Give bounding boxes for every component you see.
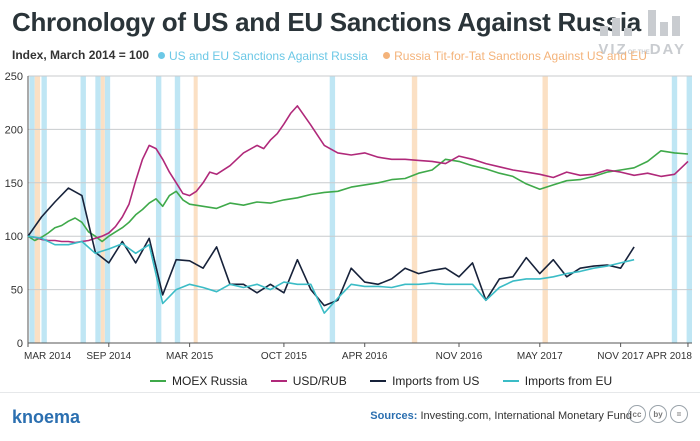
y-tick-label: 50 <box>11 285 23 297</box>
sources-label: Sources: <box>370 410 418 422</box>
y-tick-label: 250 <box>5 71 23 83</box>
us-eu-sanction-band <box>41 76 47 343</box>
x-tick-label: MAR 2015 <box>166 351 214 362</box>
creative-commons-icon: cc <box>628 405 646 423</box>
line-chart: 0 50 100 150 200 250 MAR 2014 SEP 2014 MAR 2015… <box>5 71 693 362</box>
attribution-icon: by <box>649 405 667 423</box>
us-eu-sanction-band <box>104 76 111 343</box>
us-eu-sanction-band <box>29 76 35 343</box>
sanctions-legend: US and EU Sanctions Against Russia Russi… <box>158 48 659 63</box>
us-eu-sanction-band <box>155 76 162 343</box>
legend-swatch-imports-us <box>370 380 387 382</box>
legend-label-imports-eu: Imports from EU <box>524 374 613 388</box>
legend-label-moex: MOEX Russia <box>172 374 248 388</box>
x-tick-label: APR 2018 <box>646 351 692 362</box>
legend-swatch-imports-eu <box>502 380 519 382</box>
x-tick-label: MAY 2017 <box>517 351 563 362</box>
x-tick-label: NOV 2016 <box>436 351 483 362</box>
chart-title: Chronology of US and EU Sanctions Agains… <box>12 7 641 37</box>
legend-item-imports-us: Imports from US <box>370 374 479 388</box>
y-tick-label: 200 <box>5 124 23 136</box>
series-line-usd-rub <box>27 105 689 244</box>
viz-logo-wordmark: VIZOF THEDAY <box>598 41 686 58</box>
series-line-imports-from-eu <box>27 235 635 314</box>
russia-sanction-band <box>100 76 105 343</box>
y-tick-label: 0 <box>17 338 23 350</box>
x-tick-label: SEP 2014 <box>86 351 131 362</box>
legend-item-russia-sanctions: Russia Tit-for-Tat Sanctions Against US … <box>383 49 647 63</box>
legend-item-moex: MOEX Russia <box>150 374 247 388</box>
legend-item-imports-eu: Imports from EU <box>502 374 613 388</box>
legend-swatch-usdrub <box>270 380 287 382</box>
knoema-logo[interactable]: knoema <box>12 407 81 427</box>
series-line-moex-russia <box>27 150 689 243</box>
y-axis: 0 50 100 150 200 250 <box>5 71 29 350</box>
legend-label-russia: Russia Tit-for-Tat Sanctions Against US … <box>394 48 647 63</box>
us-eu-sanction-band <box>671 76 678 343</box>
legend-label-us-eu: US and EU Sanctions Against Russia <box>169 48 368 63</box>
x-tick-label: MAR 2014 <box>24 351 72 362</box>
legend-label-imports-us: Imports from US <box>392 374 480 388</box>
license-icons: cc by = <box>628 405 688 423</box>
sanction-bands <box>29 76 692 343</box>
x-tick-label: APR 2016 <box>342 351 388 362</box>
chart-subtitle: Index, March 2014 = 100 <box>12 48 150 62</box>
grid-lines <box>28 75 692 344</box>
us-eu-sanction-band <box>329 76 336 343</box>
legend-dot-us-eu <box>158 52 165 59</box>
legend-item-us-eu-sanctions: US and EU Sanctions Against Russia <box>158 49 368 63</box>
legend-dot-russia <box>383 52 391 59</box>
russia-sanction-band <box>34 76 41 343</box>
legend-label-usdrub: USD/RUB <box>292 374 347 388</box>
series-line-imports-from-us <box>27 187 635 307</box>
us-eu-sanction-band <box>80 76 86 343</box>
series-lines <box>27 105 689 314</box>
russia-sanction-band <box>193 76 198 343</box>
us-eu-sanction-band <box>686 76 692 343</box>
series-legend: MOEX Russia USD/RUB Imports from US Impo… <box>150 371 632 388</box>
footer: knoema Sources: Investing.com, Internati… <box>0 392 700 441</box>
viz-of-the-day-logo: VIZOF THEDAY <box>590 6 686 58</box>
russia-sanction-band <box>411 76 418 343</box>
sources-line: Sources: Investing.com, International Mo… <box>370 410 632 422</box>
us-eu-sanction-band <box>174 76 181 343</box>
x-tick-label: NOV 2017 <box>597 351 644 362</box>
sources-text: Investing.com, International Monetary Fu… <box>420 410 632 422</box>
us-eu-sanction-band <box>95 76 101 343</box>
x-tick-label: OCT 2015 <box>261 351 307 362</box>
russia-sanction-band <box>542 76 548 343</box>
legend-item-usdrub: USD/RUB <box>270 374 347 388</box>
y-tick-label: 150 <box>5 178 23 190</box>
x-axis: MAR 2014 SEP 2014 MAR 2015 OCT 2015 APR 2016… <box>24 343 692 362</box>
y-tick-label: 100 <box>5 231 23 243</box>
no-derivatives-icon: = <box>670 405 688 423</box>
legend-swatch-moex <box>150 380 166 382</box>
